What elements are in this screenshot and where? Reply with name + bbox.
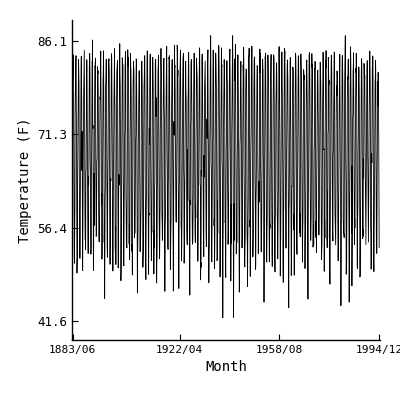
X-axis label: Month: Month xyxy=(205,360,247,374)
Y-axis label: Temperature (F): Temperature (F) xyxy=(18,117,32,243)
